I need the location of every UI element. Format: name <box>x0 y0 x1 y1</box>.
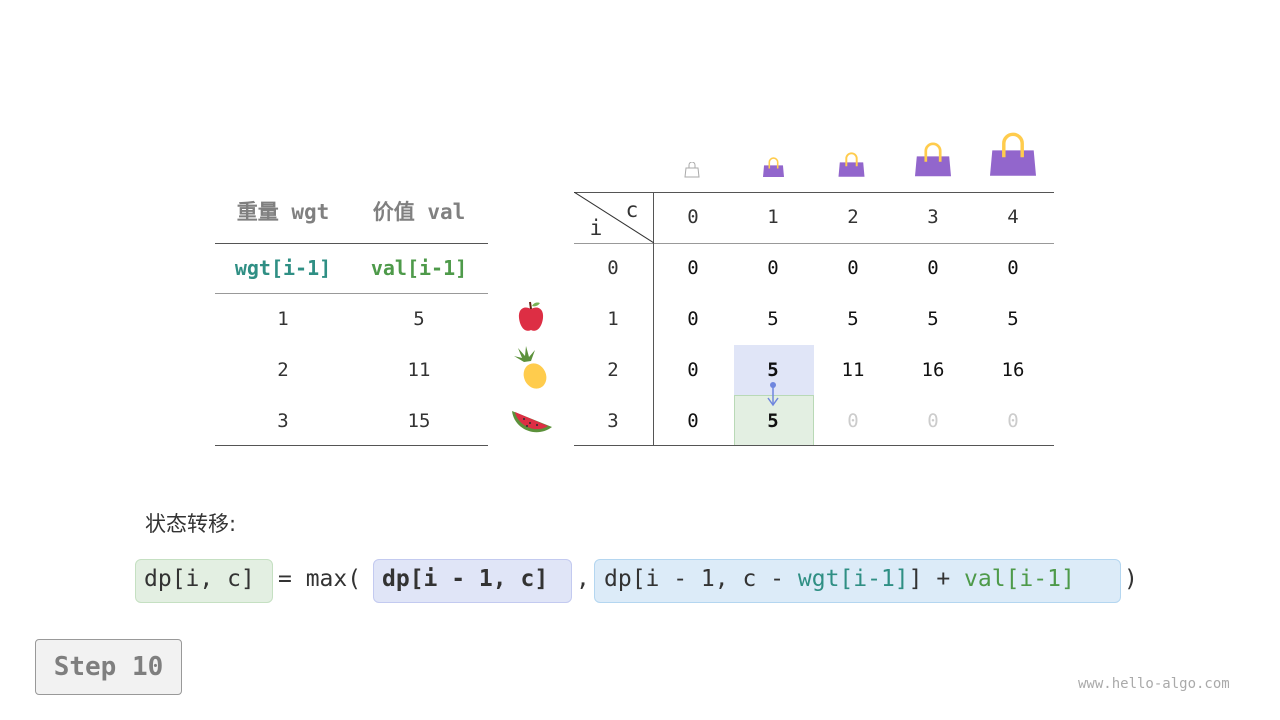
item-value: 11 <box>407 359 431 381</box>
header-value: 价值 val <box>372 200 466 224</box>
empty-bag-icon <box>684 162 700 178</box>
formula-lhs: dp[i, c] <box>144 566 255 592</box>
dp-cell: 0 <box>687 359 699 381</box>
header-weight: 重量 wgt <box>236 200 330 224</box>
dp-cell: 0 <box>687 410 699 432</box>
transition-label: 状态转移: <box>145 512 237 536</box>
watermelon-icon <box>512 411 552 433</box>
dp-cell: 5 <box>927 308 939 330</box>
divider <box>574 192 1054 193</box>
divider <box>215 293 488 294</box>
col-header: 3 <box>927 206 939 228</box>
dp-cell: 5 <box>767 410 779 432</box>
col-header: 2 <box>847 206 859 228</box>
formula-term2: dp[i - 1, c - wgt[i-1]] + val[i-1] <box>604 566 1075 592</box>
bag-icon <box>990 132 1036 176</box>
dp-cell: 16 <box>1001 359 1025 381</box>
dp-cell: 11 <box>841 359 865 381</box>
term2-mid: ] + <box>908 566 965 592</box>
corner-diagonal <box>574 192 654 243</box>
apple-icon <box>518 301 544 331</box>
term2-box <box>594 559 1121 603</box>
bag-icon <box>763 157 784 177</box>
term2-prefix: dp[i - 1, c - <box>604 566 798 592</box>
watermark: www.hello-algo.com <box>1078 676 1230 692</box>
dp-cell: 5 <box>767 359 779 381</box>
divider <box>215 243 488 244</box>
dp-cell: 0 <box>767 257 779 279</box>
bag-icon <box>838 152 865 177</box>
item-value: 15 <box>407 410 431 432</box>
dp-cell: 0 <box>687 257 699 279</box>
step-button[interactable]: Step 10 <box>35 639 182 695</box>
dp-cell: 16 <box>921 359 945 381</box>
dp-cell: 0 <box>927 410 939 432</box>
divider <box>215 445 488 446</box>
row-header: 0 <box>607 257 619 279</box>
pineapple-icon <box>514 346 547 389</box>
row-header: 3 <box>607 410 619 432</box>
divider <box>653 192 654 446</box>
col-header: 4 <box>1007 206 1019 228</box>
subheader-wgt: wgt[i-1] <box>234 256 332 280</box>
divider <box>574 243 1054 244</box>
item-weight: 2 <box>277 359 289 381</box>
formula-term1: dp[i - 1, c] <box>382 566 549 592</box>
dp-cell: 5 <box>1007 308 1019 330</box>
corner-col-label: c <box>625 198 639 222</box>
dp-cell: 0 <box>1007 257 1019 279</box>
term2-wgt: wgt[i-1] <box>797 566 909 592</box>
dp-cell: 0 <box>847 257 859 279</box>
item-weight: 3 <box>277 410 289 432</box>
row-header: 2 <box>607 359 619 381</box>
dp-cell: 0 <box>687 308 699 330</box>
subheader-val: val[i-1] <box>370 256 468 280</box>
row-header: 1 <box>607 308 619 330</box>
corner-row-label: i <box>589 216 603 240</box>
arrow-down-icon <box>767 382 779 407</box>
lhs-box <box>135 559 273 603</box>
col-header: 1 <box>767 206 779 228</box>
divider <box>574 445 1054 446</box>
term1-box <box>373 559 572 603</box>
dp-cell: 0 <box>847 410 859 432</box>
formula-comma: , <box>576 566 590 592</box>
dp-cell: 5 <box>847 308 859 330</box>
item-value: 5 <box>413 308 425 330</box>
bag-icon <box>915 142 951 177</box>
formula-max: = max( <box>278 566 362 592</box>
dp-cell: 0 <box>1007 410 1019 432</box>
dp-cell: 5 <box>767 308 779 330</box>
dp-cell: 0 <box>927 257 939 279</box>
formula-close: ) <box>1124 566 1138 592</box>
term2-val: val[i-1] <box>964 566 1075 592</box>
col-header: 0 <box>687 206 699 228</box>
item-weight: 1 <box>277 308 289 330</box>
